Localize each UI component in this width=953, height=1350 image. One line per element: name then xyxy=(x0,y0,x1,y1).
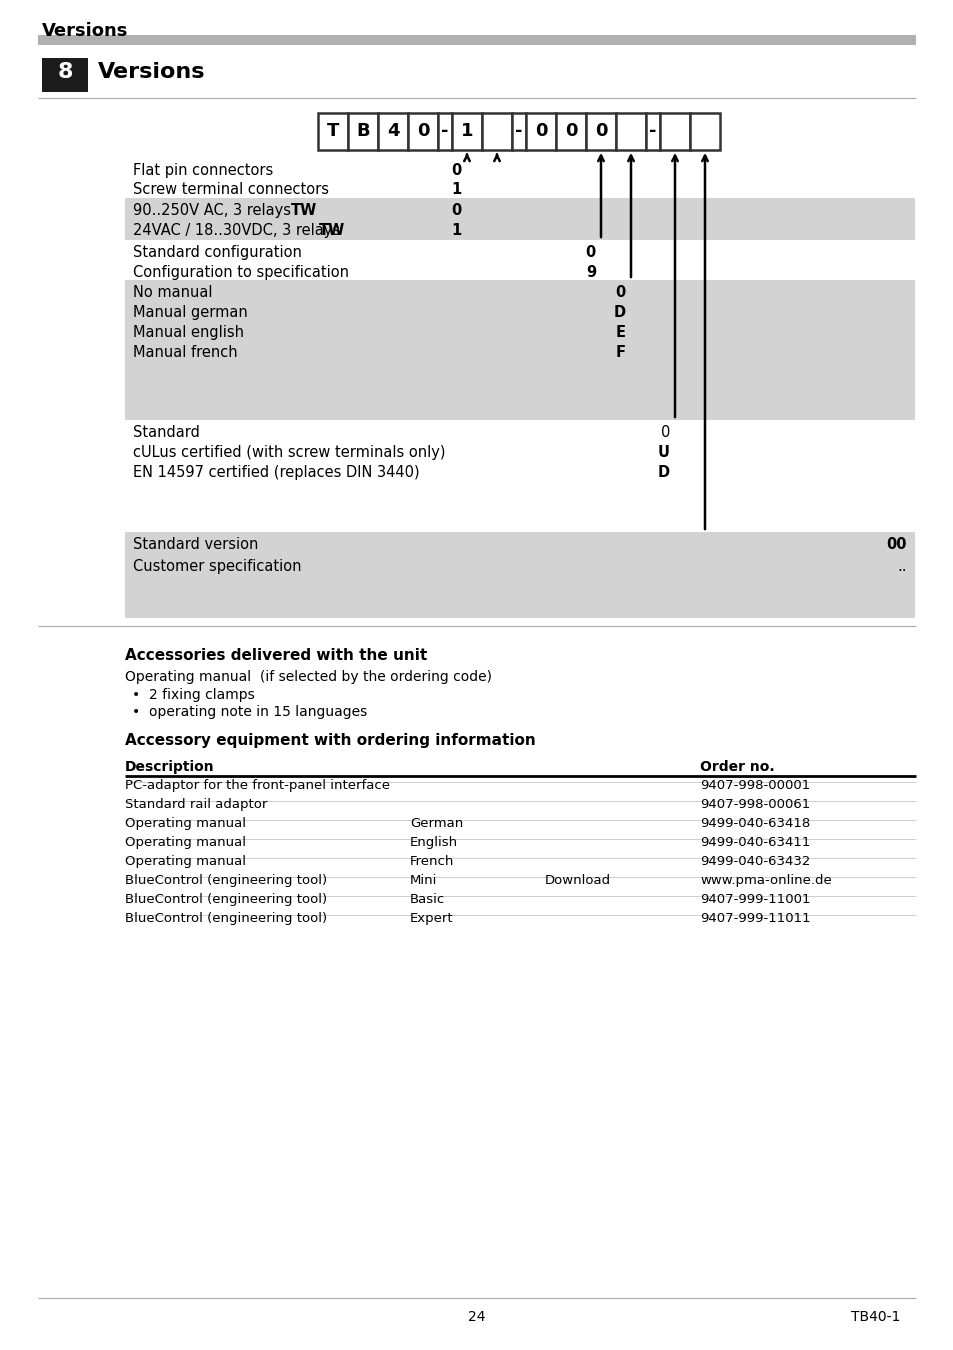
Text: E: E xyxy=(616,325,625,340)
Text: 9499-040-63432: 9499-040-63432 xyxy=(700,855,809,868)
Bar xyxy=(317,113,348,150)
Text: 8: 8 xyxy=(57,62,72,82)
Text: 0: 0 xyxy=(452,163,461,178)
Text: B: B xyxy=(355,123,370,140)
Bar xyxy=(689,113,720,150)
Text: T: T xyxy=(327,123,339,140)
Text: 00: 00 xyxy=(885,537,906,552)
Text: Operating manual: Operating manual xyxy=(125,817,246,830)
Text: No manual: No manual xyxy=(132,285,213,300)
Text: 0: 0 xyxy=(535,123,547,140)
Text: D: D xyxy=(613,305,625,320)
Text: ..: .. xyxy=(897,559,906,574)
Text: 9407-999-11011: 9407-999-11011 xyxy=(700,913,810,925)
Text: 1: 1 xyxy=(452,182,461,197)
Bar xyxy=(38,35,915,45)
Text: 0: 0 xyxy=(594,123,607,140)
Bar xyxy=(585,113,616,150)
Text: 1: 1 xyxy=(452,223,461,238)
Text: Operating manual: Operating manual xyxy=(125,836,246,849)
Text: Manual english: Manual english xyxy=(132,325,244,340)
Text: English: English xyxy=(410,836,457,849)
Text: 0: 0 xyxy=(564,123,577,140)
Bar xyxy=(512,113,525,150)
Text: 0: 0 xyxy=(452,202,461,217)
Text: TW: TW xyxy=(291,202,317,217)
Text: German: German xyxy=(410,817,463,830)
Bar xyxy=(437,113,452,150)
Text: Accessories delivered with the unit: Accessories delivered with the unit xyxy=(125,648,427,663)
Bar xyxy=(125,198,914,240)
Bar xyxy=(556,113,585,150)
Bar xyxy=(481,113,512,150)
Bar xyxy=(659,113,689,150)
Text: Screw terminal connectors: Screw terminal connectors xyxy=(132,182,329,197)
Text: 0: 0 xyxy=(416,123,429,140)
Text: 9499-040-63411: 9499-040-63411 xyxy=(700,836,809,849)
Text: BlueControl (engineering tool): BlueControl (engineering tool) xyxy=(125,913,327,925)
Bar xyxy=(525,113,556,150)
Text: -: - xyxy=(515,123,522,140)
Text: •  operating note in 15 languages: • operating note in 15 languages xyxy=(132,705,367,720)
Text: BlueControl (engineering tool): BlueControl (engineering tool) xyxy=(125,892,327,906)
Text: 9: 9 xyxy=(585,265,596,279)
Text: Flat pin connectors: Flat pin connectors xyxy=(132,163,273,178)
Bar xyxy=(408,113,437,150)
Text: 0: 0 xyxy=(659,425,669,440)
Text: •  2 fixing clamps: • 2 fixing clamps xyxy=(132,688,254,702)
Text: Accessory equipment with ordering information: Accessory equipment with ordering inform… xyxy=(125,733,536,748)
Text: Configuration to specification: Configuration to specification xyxy=(132,265,349,279)
Text: Mini: Mini xyxy=(410,873,436,887)
Bar xyxy=(125,532,914,618)
Text: Expert: Expert xyxy=(410,913,453,925)
Text: Manual french: Manual french xyxy=(132,346,237,360)
Text: EN 14597 certified (replaces DIN 3440): EN 14597 certified (replaces DIN 3440) xyxy=(132,464,419,481)
Text: 9407-998-00001: 9407-998-00001 xyxy=(700,779,809,792)
Text: 90..250V AC, 3 relays: 90..250V AC, 3 relays xyxy=(132,202,295,217)
Text: 9407-998-00061: 9407-998-00061 xyxy=(700,798,809,811)
Text: -: - xyxy=(649,123,656,140)
Text: Customer specification: Customer specification xyxy=(132,559,301,574)
Text: Standard version: Standard version xyxy=(132,537,258,552)
Text: Standard configuration: Standard configuration xyxy=(132,244,301,261)
Text: Standard rail adaptor: Standard rail adaptor xyxy=(125,798,267,811)
Text: Order no.: Order no. xyxy=(700,760,774,774)
Text: Operating manual: Operating manual xyxy=(125,855,246,868)
Text: 9407-999-11001: 9407-999-11001 xyxy=(700,892,810,906)
Text: TW: TW xyxy=(318,223,345,238)
Text: Operating manual  (if selected by the ordering code): Operating manual (if selected by the ord… xyxy=(125,670,492,684)
Text: -: - xyxy=(441,123,448,140)
Text: 0: 0 xyxy=(615,285,625,300)
Bar xyxy=(125,279,914,420)
Text: French: French xyxy=(410,855,454,868)
Text: Standard: Standard xyxy=(132,425,200,440)
Text: F: F xyxy=(616,346,625,360)
Bar xyxy=(616,113,645,150)
Text: U: U xyxy=(658,446,669,460)
Text: BlueControl (engineering tool): BlueControl (engineering tool) xyxy=(125,873,327,887)
Text: 1: 1 xyxy=(460,123,473,140)
Text: 0: 0 xyxy=(585,244,596,261)
Text: Versions: Versions xyxy=(42,22,129,40)
Text: Manual german: Manual german xyxy=(132,305,248,320)
Bar xyxy=(348,113,377,150)
Text: Basic: Basic xyxy=(410,892,445,906)
Bar xyxy=(645,113,659,150)
Text: PC-adaptor for the front-panel interface: PC-adaptor for the front-panel interface xyxy=(125,779,390,792)
Bar xyxy=(452,113,481,150)
Text: TB40-1: TB40-1 xyxy=(850,1310,899,1324)
Text: 24: 24 xyxy=(468,1310,485,1324)
Text: 9499-040-63418: 9499-040-63418 xyxy=(700,817,809,830)
Bar xyxy=(377,113,408,150)
Text: Description: Description xyxy=(125,760,214,774)
Text: 24VAC / 18..30VDC, 3 relays: 24VAC / 18..30VDC, 3 relays xyxy=(132,223,344,238)
Text: Versions: Versions xyxy=(98,62,205,82)
Text: Download: Download xyxy=(544,873,611,887)
Text: 4: 4 xyxy=(386,123,399,140)
Text: cULus certified (with screw terminals only): cULus certified (with screw terminals on… xyxy=(132,446,445,460)
Text: www.pma-online.de: www.pma-online.de xyxy=(700,873,831,887)
Text: D: D xyxy=(658,464,669,481)
Bar xyxy=(42,58,88,92)
